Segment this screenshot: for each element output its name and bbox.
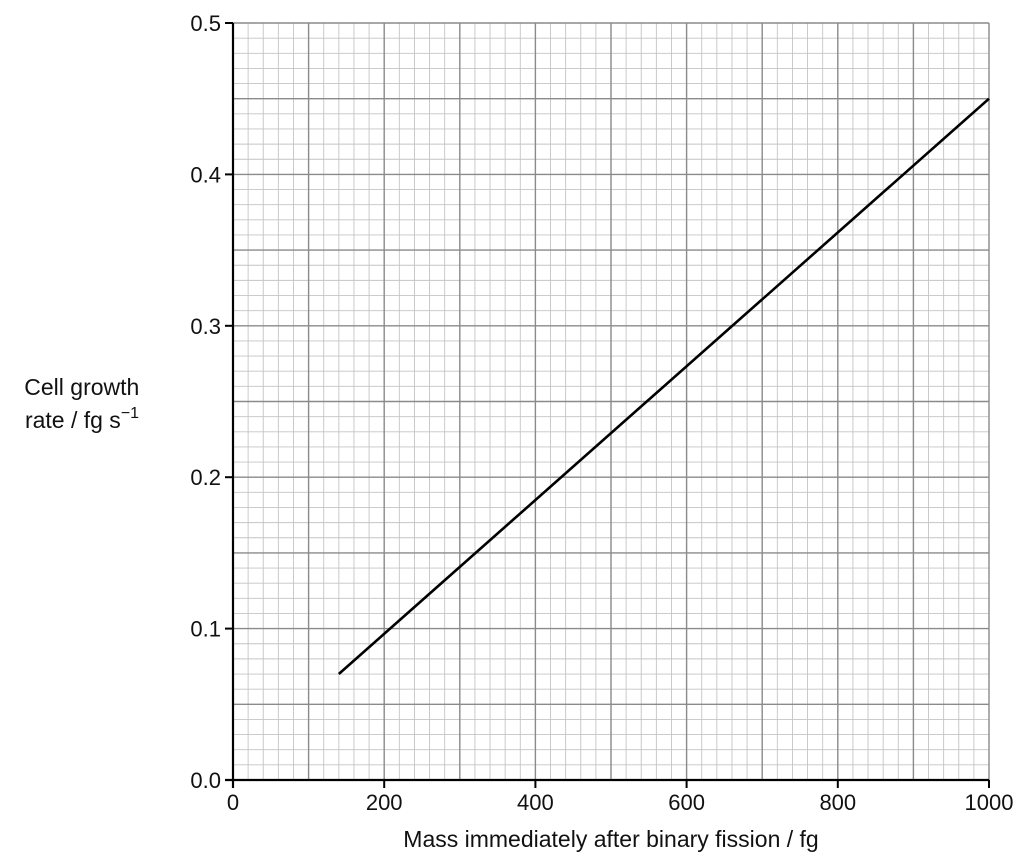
y-tick-label: 0.5 bbox=[190, 11, 221, 36]
series-layer bbox=[337, 97, 990, 675]
y-tick-labels: 0.0 0.1 0.2 0.3 0.4 0.5 bbox=[190, 11, 221, 793]
x-tick-label: 0 bbox=[227, 790, 239, 815]
x-tick-label: 400 bbox=[517, 790, 554, 815]
y-tick-label: 0.2 bbox=[190, 465, 221, 490]
y-tick-label: 0.0 bbox=[190, 768, 221, 793]
x-tick-label: 1000 bbox=[965, 790, 1014, 815]
y-axis-title-line2: rate / fg s bbox=[25, 407, 121, 433]
series-line bbox=[337, 97, 990, 675]
x-tick-label: 600 bbox=[668, 790, 705, 815]
y-axis-title: Cell growth rate / fg s−1 bbox=[24, 374, 145, 433]
y-tick-label: 0.3 bbox=[190, 314, 221, 339]
x-tick-label: 800 bbox=[819, 790, 856, 815]
x-tick-labels: 0 200 400 600 800 1000 bbox=[227, 790, 1014, 815]
y-axis-title-line1: Cell growth bbox=[24, 374, 139, 400]
axes bbox=[225, 22, 990, 788]
x-axis-title: Mass immediately after binary fission / … bbox=[403, 826, 818, 852]
x-tick-label: 200 bbox=[366, 790, 403, 815]
y-axis-title-exponent: −1 bbox=[121, 405, 139, 422]
y-tick-label: 0.4 bbox=[190, 162, 221, 187]
y-tick-label: 0.1 bbox=[190, 617, 221, 642]
